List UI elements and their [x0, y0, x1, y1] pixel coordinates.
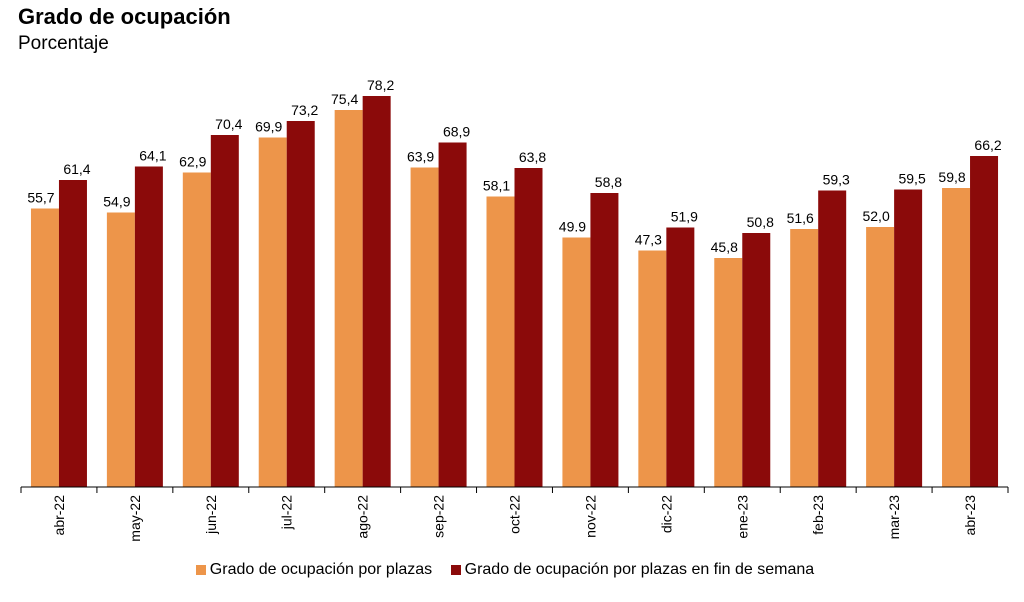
data-label-fin-de-semana-sep-22: 68,9	[443, 124, 470, 140]
data-label-plazas-abr-22: 55,7	[27, 190, 54, 206]
bar-plazas-may-22	[106, 212, 135, 487]
bar-fin-de-semana-jul-22	[286, 121, 315, 487]
bar-plazas-ago-22	[334, 110, 363, 487]
bar-fin-de-semana-sep-22	[438, 142, 467, 487]
data-label-fin-de-semana-ene-23: 50,8	[747, 214, 774, 230]
x-tick-label-ene-23: ene-23	[734, 495, 750, 539]
x-tick-label-jun-22: jun-22	[203, 495, 219, 535]
legend-item-fin-de-semana: Grado de ocupación por plazas en fin de …	[450, 561, 815, 579]
data-label-plazas-jul-22: 69,9	[255, 119, 282, 135]
x-tick-label-oct-22: oct-22	[507, 495, 523, 534]
x-tick-label-ago-22: ago-22	[355, 495, 371, 539]
legend: Grado de ocupación por plazas Grado de o…	[0, 561, 1024, 580]
legend-item-plazas: Grado de ocupación por plazas	[195, 561, 433, 579]
bar-fin-de-semana-nov-22	[590, 193, 619, 487]
bar-plazas-dic-22	[638, 250, 667, 487]
bar-plazas-sep-22	[410, 167, 439, 487]
data-label-plazas-may-22: 54,9	[103, 194, 130, 210]
x-tick-label-dic-22: dic-22	[658, 495, 674, 533]
data-label-fin-de-semana-mar-23: 59,5	[898, 171, 925, 187]
x-tick-label-abr-23: abr-23	[962, 495, 978, 536]
legend-swatch-plazas	[195, 565, 206, 575]
bar-fin-de-semana-dic-22	[666, 227, 695, 487]
data-label-fin-de-semana-abr-23: 66,2	[974, 137, 1001, 153]
data-label-fin-de-semana-dic-22: 51,9	[671, 209, 698, 225]
x-tick-label-may-22: may-22	[127, 495, 143, 542]
bar-plazas-jun-22	[182, 172, 211, 487]
bar-fin-de-semana-jun-22	[210, 135, 239, 487]
bar-plazas-abr-23	[942, 188, 971, 487]
bar-plazas-mar-23	[866, 227, 895, 487]
data-label-fin-de-semana-jun-22: 70,4	[215, 116, 242, 132]
legend-label-plazas: Grado de ocupación por plazas	[209, 561, 433, 578]
data-label-plazas-dic-22: 47,3	[635, 232, 662, 248]
bar-fin-de-semana-ago-22	[362, 96, 391, 487]
bar-plazas-abr-22	[30, 208, 59, 487]
bar-fin-de-semana-ene-23	[742, 233, 771, 487]
x-tick-label-jul-22: jul-22	[279, 495, 295, 530]
bar-fin-de-semana-may-22	[134, 166, 163, 487]
chart-title: Grado de ocupación	[18, 4, 231, 29]
x-tick-label-mar-23: mar-23	[886, 495, 902, 540]
bar-plazas-oct-22	[486, 196, 515, 487]
legend-label-fin-de-semana: Grado de ocupación por plazas en fin de …	[464, 561, 815, 578]
bar-plazas-nov-22	[562, 237, 591, 487]
bar-fin-de-semana-abr-23	[970, 156, 999, 487]
data-label-plazas-sep-22: 63,9	[407, 149, 434, 165]
data-label-fin-de-semana-abr-22: 61,4	[63, 161, 90, 177]
data-label-fin-de-semana-oct-22: 63,8	[519, 149, 546, 165]
data-label-plazas-ago-22: 75,4	[331, 91, 358, 107]
data-label-plazas-feb-23: 51,6	[787, 210, 814, 226]
data-label-plazas-oct-22: 58,1	[483, 178, 510, 194]
x-tick-label-abr-22: abr-22	[51, 495, 67, 536]
data-label-fin-de-semana-ago-22: 78,2	[367, 77, 394, 93]
bar-fin-de-semana-oct-22	[514, 168, 543, 487]
bar-plazas-feb-23	[790, 229, 819, 487]
x-tick-label-feb-23: feb-23	[810, 495, 826, 535]
bar-fin-de-semana-mar-23	[894, 189, 923, 487]
legend-swatch-fin-de-semana	[450, 565, 461, 575]
bar-plazas-ene-23	[714, 258, 743, 487]
bar-plazas-jul-22	[258, 137, 287, 487]
bar-fin-de-semana-feb-23	[818, 190, 847, 487]
data-label-plazas-ene-23: 45,8	[711, 239, 738, 255]
data-label-plazas-abr-23: 59,8	[938, 169, 965, 185]
data-label-plazas-mar-23: 52,0	[862, 208, 889, 224]
data-label-fin-de-semana-nov-22: 58,8	[595, 174, 622, 190]
data-label-plazas-jun-22: 62,9	[179, 154, 206, 170]
data-label-fin-de-semana-jul-22: 73,2	[291, 102, 318, 118]
data-label-plazas-nov-22: 49.9	[559, 219, 586, 235]
data-label-fin-de-semana-may-22: 64,1	[139, 148, 166, 164]
bar-fin-de-semana-abr-22	[58, 180, 87, 487]
x-tick-label-nov-22: nov-22	[582, 495, 598, 538]
data-label-fin-de-semana-feb-23: 59,3	[823, 172, 850, 188]
chart-subtitle: Porcentaje	[18, 33, 109, 54]
x-tick-label-sep-22: sep-22	[431, 495, 447, 538]
